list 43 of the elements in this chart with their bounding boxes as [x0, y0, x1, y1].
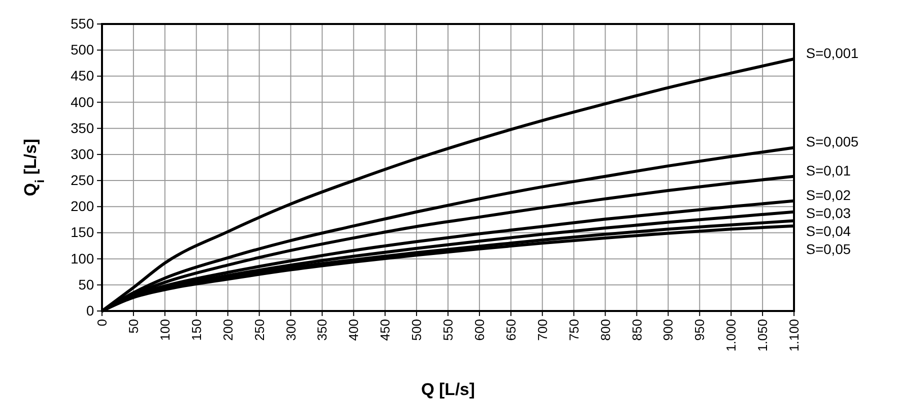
y-tick-label: 500: [70, 42, 94, 58]
x-tick-label: 350: [314, 319, 330, 341]
x-tick-label: 500: [409, 319, 424, 341]
x-axis-title: Q [L/s]: [421, 380, 475, 399]
x-tick-label: 800: [598, 319, 613, 341]
y-tick-label: 350: [70, 120, 94, 136]
x-tick-label: 950: [692, 319, 708, 341]
series-label: S=0,01: [806, 162, 851, 178]
x-tick-label: 600: [472, 319, 488, 341]
x-tick-label: 250: [252, 319, 267, 341]
y-tick-label: 550: [70, 15, 94, 32]
x-tick-label: 900: [660, 319, 676, 341]
x-tick-label: 700: [534, 319, 550, 341]
series-label: S=0,001: [806, 44, 859, 61]
y-tick-label: 50: [78, 276, 94, 292]
y-tick-label: 250: [70, 172, 94, 188]
y-tick-label: 200: [70, 198, 94, 214]
y-tick-label: 0: [86, 302, 94, 318]
series-label: S=0,05: [806, 240, 851, 257]
y-tick-label: 100: [70, 250, 94, 266]
x-tick-label: 150: [188, 319, 204, 341]
x-tick-label: 1.100: [786, 319, 802, 352]
x-tick-label: 400: [346, 319, 362, 341]
x-tick-label: 850: [629, 319, 644, 341]
series-label: S=0,04: [806, 222, 851, 239]
x-tick-label: 650: [503, 319, 518, 341]
x-tick-label: 50: [126, 319, 142, 334]
x-tick-label: 1.000: [724, 319, 739, 352]
y-tick-label: 300: [70, 146, 94, 162]
series-label: S=0,03: [806, 204, 851, 221]
series-label: S=0,005: [806, 134, 859, 150]
x-tick-label: 0: [94, 319, 110, 326]
x-tick-label: 750: [566, 319, 582, 341]
y-tick-label: 400: [70, 94, 94, 110]
y-tick-label: 150: [70, 224, 94, 240]
x-tick-label: 200: [220, 319, 236, 341]
x-tick-label: 1.050: [755, 319, 770, 352]
series-label: S=0,02: [806, 186, 851, 203]
x-tick-label: 100: [157, 319, 172, 341]
x-tick-label: 450: [378, 319, 393, 341]
x-tick-label: 550: [440, 319, 456, 341]
y-tick-label: 450: [70, 68, 94, 84]
x-tick-label: 300: [283, 319, 298, 341]
